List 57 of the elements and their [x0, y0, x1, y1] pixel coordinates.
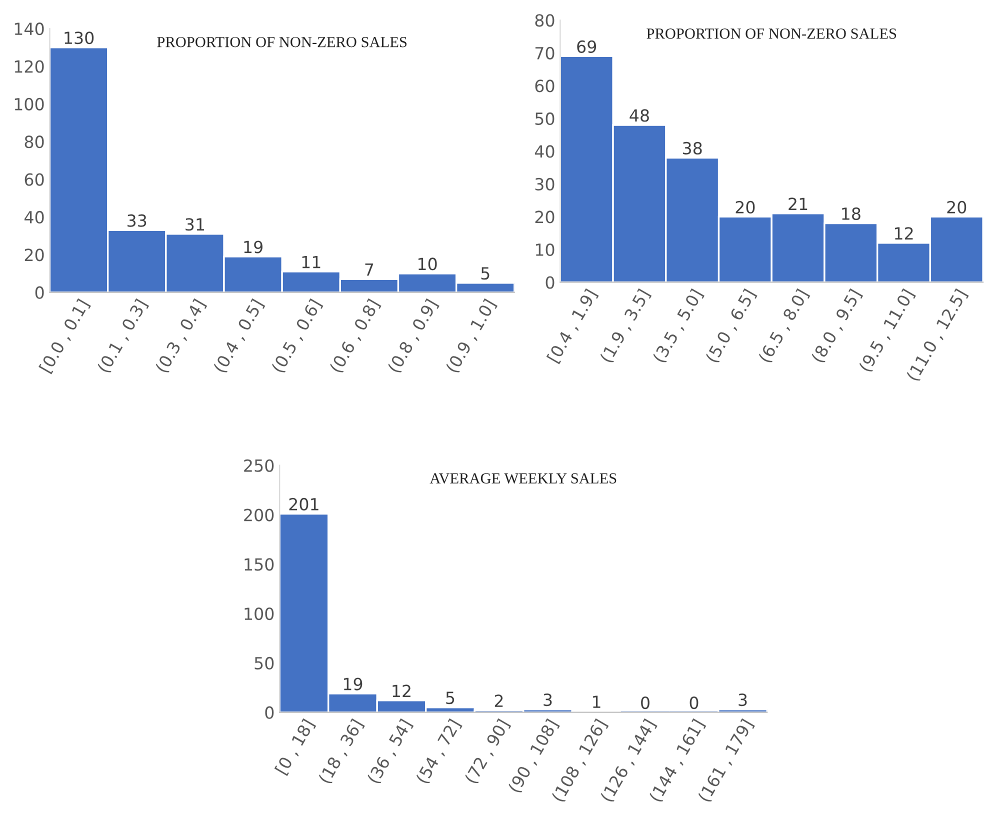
data-label: 5	[446, 692, 454, 704]
data-label: 69	[577, 40, 596, 53]
y-tick-label: 200	[244, 508, 274, 522]
y-tick-label: 60	[24, 173, 44, 186]
y-tick-label: 40	[534, 145, 554, 158]
y-tick-label: 150	[244, 558, 274, 571]
data-label: 130	[64, 32, 94, 44]
x-tick-label: (72 , 90]	[464, 718, 512, 786]
y-tick-label: 140	[14, 22, 44, 36]
data-label: 12	[392, 684, 410, 697]
y-tick-label: 100	[14, 98, 44, 110]
data-label: 38	[683, 142, 702, 155]
y-tick-label: 20	[535, 210, 554, 224]
y-tick-label: 80	[24, 136, 44, 148]
y-tick-label: 0	[35, 286, 44, 299]
x-tick-label: (54 , 72]	[415, 718, 462, 786]
data-label: 48	[630, 109, 649, 122]
y-tick-label: 50	[535, 112, 554, 126]
y-tick-label: 250	[244, 459, 274, 472]
data-label: 3	[544, 694, 552, 706]
chart-title: PROPORTION OF NON-ZERO SALES	[157, 36, 407, 48]
x-tick-label: (36 , 54]	[366, 718, 414, 786]
chart-title: PROPORTION OF NON-ZERO SALES	[646, 28, 896, 39]
y-tick-label: 50	[254, 656, 274, 670]
data-label: 2	[494, 694, 503, 707]
data-label: 3	[738, 694, 747, 706]
data-label: 0	[690, 696, 698, 710]
data-label: 7	[365, 264, 374, 276]
y-tick-label: 40	[24, 210, 44, 224]
x-tick-label: [0 , 18]	[274, 718, 316, 776]
data-label: 11	[302, 256, 320, 268]
data-label: 5	[481, 267, 490, 280]
y-tick-label: 80	[535, 14, 554, 27]
data-label: 201	[289, 498, 318, 511]
y-tick-label: 120	[14, 60, 44, 73]
data-label: 20	[736, 200, 755, 214]
data-label: 18	[842, 207, 860, 220]
y-tick-label: 0	[546, 276, 554, 289]
data-label: 33	[128, 214, 146, 227]
data-label: 31	[186, 218, 204, 231]
data-label: 0	[641, 696, 650, 710]
x-tick-label: (18 , 36]	[318, 718, 365, 786]
y-tick-label: 0	[265, 706, 274, 719]
y-tick-label: 30	[535, 178, 554, 191]
chart-title: AVERAGE WEEKLY SALES	[430, 473, 616, 484]
y-tick-label: 20	[24, 248, 44, 262]
data-label: 10	[418, 258, 437, 270]
data-label: 19	[344, 678, 362, 690]
y-tick-label: 10	[536, 243, 554, 256]
y-tick-label: 60	[535, 80, 554, 92]
data-label: 19	[244, 240, 262, 254]
y-tick-label: 100	[244, 608, 274, 620]
data-label: 20	[947, 200, 966, 214]
data-label: 21	[788, 198, 808, 210]
data-label: 12	[894, 227, 913, 240]
y-tick-label: 70	[535, 46, 554, 60]
data-label: 1	[593, 696, 600, 708]
